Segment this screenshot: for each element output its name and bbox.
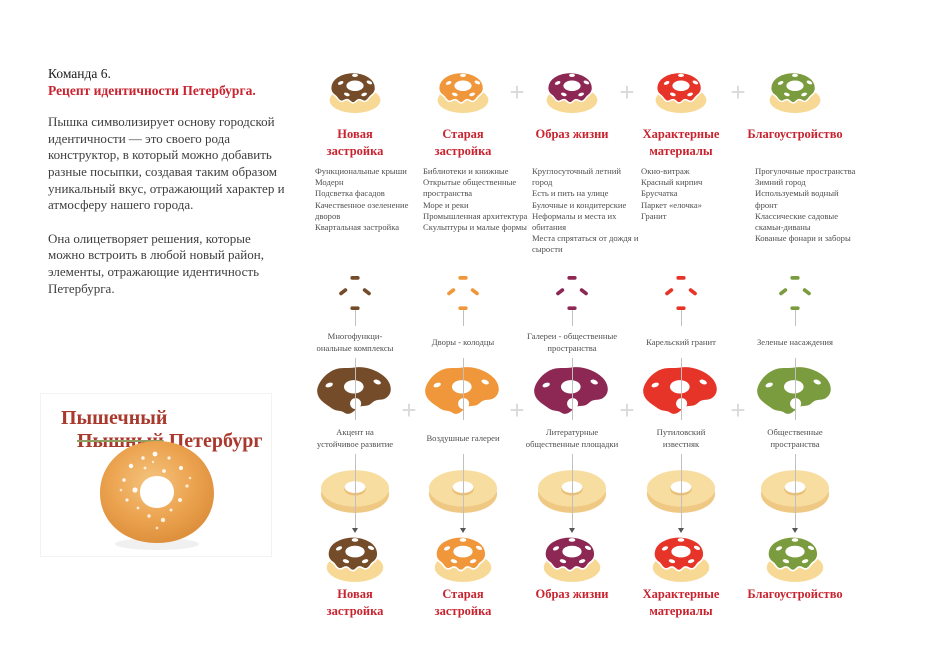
flow-line xyxy=(354,310,356,326)
intro-panel: Команда 6. Рецепт идентичности Петербург… xyxy=(48,66,290,297)
plus-sign: + xyxy=(401,395,417,425)
glazed-donut-icon xyxy=(768,71,822,114)
column-title-bottom: Новая застройка xyxy=(326,587,384,618)
donut-photo xyxy=(100,441,214,550)
glaze-label: Акцент на устойчивое развитие xyxy=(316,427,394,449)
plus-sign: + xyxy=(509,77,525,107)
flow-line xyxy=(680,454,682,528)
plus-sign: + xyxy=(619,77,635,107)
column-item-list: Круглосуточный летний город Есть и пить … xyxy=(532,166,639,255)
column-title: Старая застройка xyxy=(434,127,492,158)
sprinkles-icon xyxy=(446,276,480,311)
plus-sign: + xyxy=(619,395,635,425)
team-label: Команда 6. xyxy=(48,66,111,81)
flow-line xyxy=(680,310,682,326)
glaze-label: Путиловский известняк xyxy=(656,427,706,449)
plus-sign: + xyxy=(509,395,525,425)
column-landscaping: Благоустройство Прогулочные пространства… xyxy=(740,62,855,628)
sprinkle-label: Дворы - колодцы xyxy=(431,337,495,348)
flow-line xyxy=(571,358,573,420)
column-item-list: Библиотеки и книжные Открытые общественн… xyxy=(423,166,528,232)
column-new-buildings: Новая застройка Функциональные крыши Мод… xyxy=(300,62,410,628)
flow-line xyxy=(354,454,356,528)
glazed-donut-icon xyxy=(765,535,825,583)
column-title-bottom: Характерные материалы xyxy=(642,587,720,618)
column-lifestyle: Образ жизни Круглосуточный летний город … xyxy=(517,62,638,628)
sprinkle-label: Карельский гранит xyxy=(646,337,716,348)
column-title: Образ жизни xyxy=(535,127,609,141)
glazed-donut-icon xyxy=(433,535,493,583)
flow-line xyxy=(571,454,573,528)
sprinkle-label: Многофункци- ональные комплексы xyxy=(316,331,394,353)
logo-line-1: Пышечный xyxy=(61,407,168,429)
logo-city-word: Петербург xyxy=(168,430,263,452)
glazed-donut-icon xyxy=(545,71,599,114)
flow-line xyxy=(354,358,356,420)
glazed-donut-icon xyxy=(328,71,382,114)
sprinkles-icon xyxy=(555,276,589,311)
glazed-donut-icon xyxy=(436,71,490,114)
flow-line xyxy=(680,358,682,420)
glazed-donut-icon xyxy=(651,535,711,583)
plus-sign: + xyxy=(730,77,746,107)
flow-line xyxy=(571,310,573,326)
column-old-buildings: Старая застройка Библиотеки и книжные От… xyxy=(408,62,527,628)
glaze-label: Литературные общественные площадки xyxy=(525,427,619,449)
flow-line xyxy=(462,310,464,326)
glazed-donut-icon xyxy=(325,535,385,583)
column-title-bottom: Старая застройка xyxy=(434,587,492,618)
intro-paragraph-2: Она олицетворяет решения, которые можно … xyxy=(48,230,264,296)
flow-line xyxy=(462,454,464,528)
column-item-list: Функциональные крыши Модерн Подсветка фа… xyxy=(315,166,409,232)
column-title: Благоустройство xyxy=(747,127,843,141)
sprinkles-icon xyxy=(778,276,812,311)
sprinkle-label: Зеленые насаждения xyxy=(757,337,833,348)
plus-sign: + xyxy=(730,395,746,425)
column-title: Новая застройка xyxy=(326,127,384,158)
glazed-donut-icon xyxy=(654,71,708,114)
arrow-down-icon xyxy=(677,528,684,533)
column-item-list: Окно-витраж Красный кирпич Брусчатка Пар… xyxy=(641,166,703,221)
sprinkles-icon xyxy=(664,276,698,311)
arrow-down-icon xyxy=(351,528,358,533)
flow-line xyxy=(794,310,796,326)
sprinkle-label: Галереи - общественные пространства xyxy=(526,331,618,353)
glaze-label: Общественные пространства xyxy=(767,427,823,449)
column-title: Характерные материалы xyxy=(642,127,720,158)
glazed-donut-icon xyxy=(542,535,602,583)
flow-line xyxy=(794,454,796,528)
glaze-label: Воздушные галереи xyxy=(426,433,500,444)
column-title-bottom: Образ жизни xyxy=(535,587,609,601)
arrow-down-icon xyxy=(459,528,466,533)
flow-line xyxy=(462,358,464,420)
intro-paragraph-1: Пышка символизирует основу городской иде… xyxy=(48,114,285,213)
page-title: Рецепт идентичности Петербурга. xyxy=(48,83,256,98)
logo-card: Пышечный Пышный Петербург xyxy=(40,393,272,557)
column-title-bottom: Благоустройство xyxy=(747,587,843,601)
arrow-down-icon xyxy=(791,528,798,533)
column-item-list: Прогулочные пространства Зимний город Ис… xyxy=(755,166,856,244)
flow-line xyxy=(794,358,796,420)
sprinkles-icon xyxy=(338,276,372,311)
arrow-down-icon xyxy=(568,528,575,533)
column-materials: Характерные материалы Окно-витраж Красны… xyxy=(626,62,736,628)
